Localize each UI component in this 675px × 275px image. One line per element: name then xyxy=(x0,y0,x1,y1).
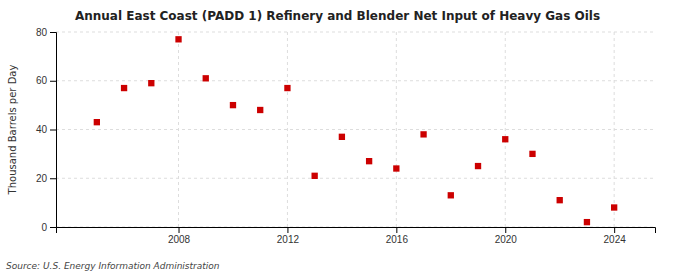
x-tick-mark xyxy=(396,227,397,233)
chart: 2008 2012 2016 2020 2024 0 20 40 60 80 Annual East… xyxy=(0,0,675,275)
point xyxy=(611,204,617,210)
y-tick-mark xyxy=(50,178,56,179)
y-tick: 80 xyxy=(36,27,56,38)
y-axis-line xyxy=(50,33,57,228)
x-tick-label: 2012 xyxy=(277,234,300,245)
x-axis-line xyxy=(57,228,656,234)
y-axis-label: Thousand Barrels per Day xyxy=(7,65,18,196)
grid-line xyxy=(56,32,655,33)
y-tick-label: 40 xyxy=(36,124,48,135)
y-tick: 0 xyxy=(41,222,56,233)
point xyxy=(529,151,535,157)
y-axis: 0 20 40 60 80 xyxy=(36,27,57,233)
point xyxy=(230,102,236,108)
y-tick: 20 xyxy=(36,173,56,184)
point xyxy=(94,119,100,125)
point xyxy=(339,134,345,140)
grid-line xyxy=(178,32,179,227)
grid-line xyxy=(505,32,506,227)
point xyxy=(557,197,563,203)
grid-line xyxy=(396,32,397,227)
y-tick-label: 60 xyxy=(36,75,48,86)
x-tick-mark xyxy=(179,227,180,233)
source: Source: U.S. Energy Information Administ… xyxy=(6,261,220,271)
y-tick-mark xyxy=(50,130,56,131)
y-tick-mark xyxy=(50,81,56,82)
point xyxy=(448,192,454,198)
grid-line xyxy=(56,178,655,179)
grid-line xyxy=(287,32,288,227)
point xyxy=(203,75,209,81)
x-tick-mark xyxy=(614,227,615,233)
grid-line xyxy=(56,129,655,130)
x-tick-label: 2020 xyxy=(495,234,518,245)
point xyxy=(148,80,154,86)
point xyxy=(284,85,290,91)
grid-line xyxy=(56,80,655,81)
point xyxy=(475,163,481,169)
x-axis: 2008 2012 2016 2020 2024 xyxy=(57,227,656,245)
x-tick-mark xyxy=(287,227,288,233)
y-tick-label: 0 xyxy=(41,222,47,233)
point xyxy=(366,158,372,164)
title: Annual East Coast (PADD 1) Refinery and … xyxy=(75,9,600,23)
y-tick-label: 20 xyxy=(36,173,48,184)
point xyxy=(311,173,317,179)
x-tick: 2016 xyxy=(386,227,409,245)
grid-line xyxy=(614,32,615,227)
y-tick-label: 80 xyxy=(36,27,48,38)
point xyxy=(420,131,426,137)
points xyxy=(94,36,618,225)
point xyxy=(393,165,399,171)
x-tick: 2024 xyxy=(604,227,627,245)
point xyxy=(502,136,508,142)
y-tick: 60 xyxy=(36,75,56,86)
point xyxy=(175,36,181,42)
y-tick-mark xyxy=(50,227,56,228)
x-tick: 2012 xyxy=(277,227,300,245)
x-tick-mark xyxy=(505,227,506,233)
x-tick-label: 2016 xyxy=(386,234,409,245)
grid xyxy=(56,32,655,227)
point xyxy=(257,107,263,113)
y-tick-mark xyxy=(50,32,56,33)
x-tick-label: 2008 xyxy=(168,234,191,245)
x-tick: 2008 xyxy=(168,227,191,245)
x-tick: 2020 xyxy=(495,227,518,245)
x-tick-label: 2024 xyxy=(604,234,627,245)
plot-area: 2008 2012 2016 2020 2024 0 20 40 60 80 xyxy=(36,27,656,245)
y-tick: 40 xyxy=(36,124,56,135)
point xyxy=(584,219,590,225)
point xyxy=(121,85,127,91)
